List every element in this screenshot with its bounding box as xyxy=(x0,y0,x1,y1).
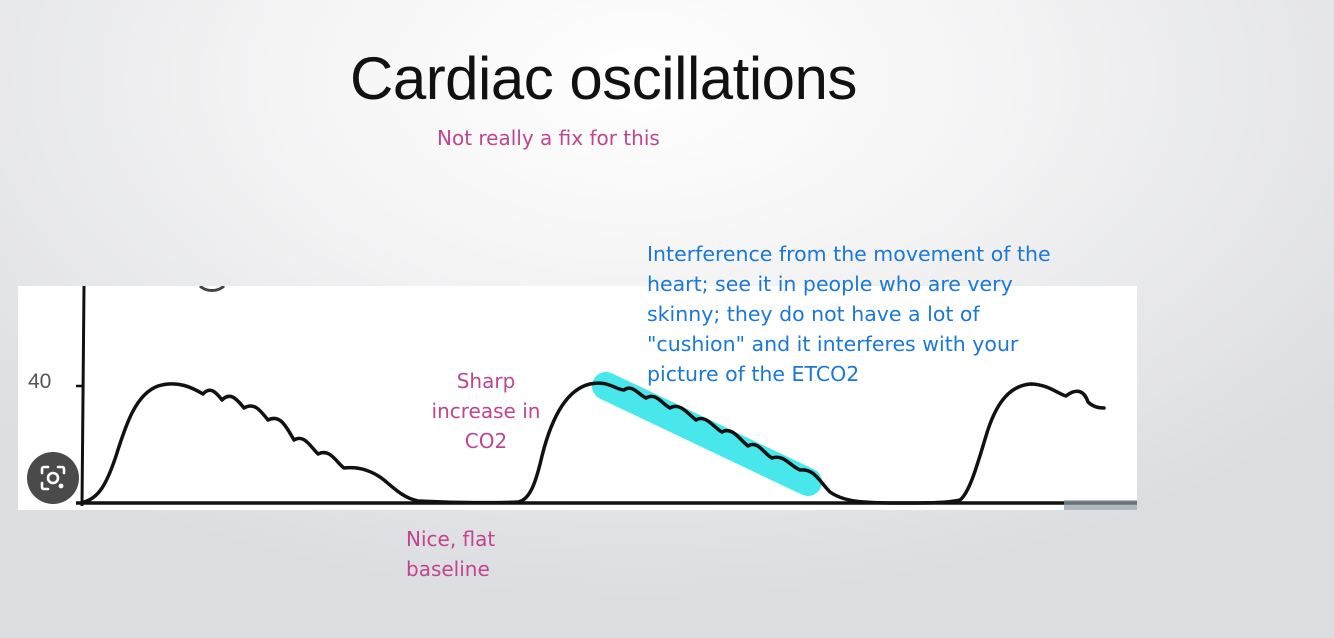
slide-subtitle: Not really a fix for this xyxy=(437,126,660,150)
interference-annotation: Interference from the movement of the he… xyxy=(647,242,1051,386)
capnogram-waveform xyxy=(76,286,1137,510)
oscillation-highlight xyxy=(592,372,822,496)
y-axis-tick-label: 40 xyxy=(28,370,52,393)
image-corner-artifact xyxy=(1064,500,1137,510)
image-top-artifact xyxy=(198,286,226,292)
slide-title: Cardiac oscillations xyxy=(350,45,857,112)
camera-search-icon xyxy=(40,465,66,491)
sharp-increase-annotation: Sharp increase in CO2 xyxy=(431,369,541,453)
co2-waveform xyxy=(82,381,1106,505)
capnogram-image: 40 xyxy=(18,286,1137,510)
y-axis xyxy=(80,286,86,507)
google-lens-icon[interactable] xyxy=(27,452,79,504)
baseline-annotation: Nice, flat baseline xyxy=(406,527,496,581)
